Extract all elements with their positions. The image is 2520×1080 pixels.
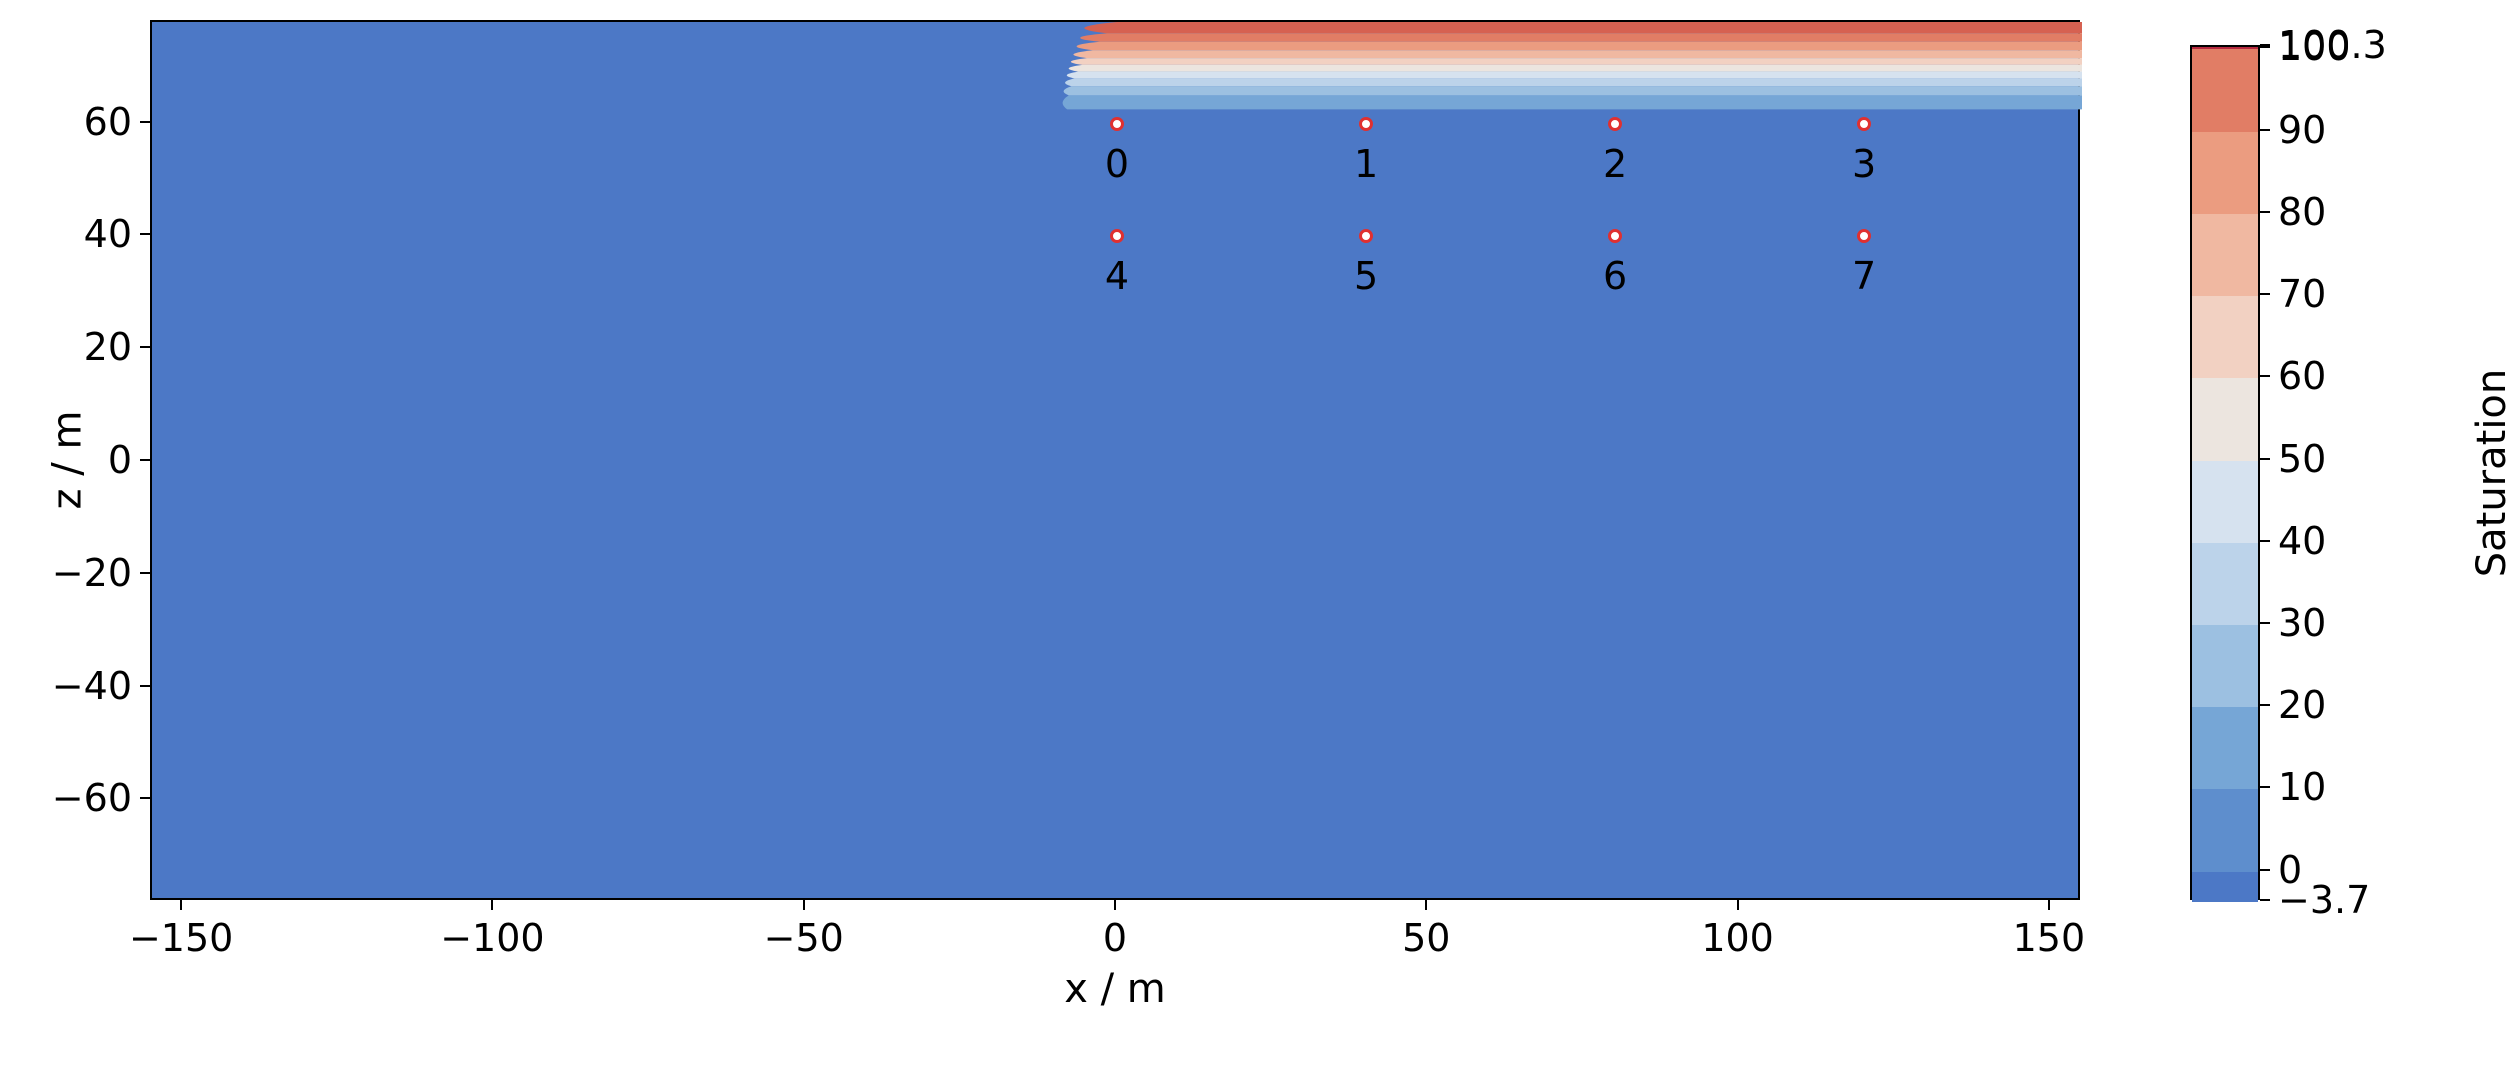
ytick-label: 60 [84, 100, 132, 144]
plume-layer-7 [1065, 78, 2082, 86]
colorbar-segment-5 [2192, 461, 2258, 543]
ytick-mark [140, 459, 150, 461]
sensor-marker-4 [1110, 229, 1124, 243]
sensor-label-4: 4 [1105, 254, 1129, 298]
colorbar-tick-mark [2260, 869, 2270, 871]
xtick-mark [1114, 900, 1116, 910]
plume-layer-4 [1071, 58, 2082, 65]
colorbar-segment-3 [2192, 625, 2258, 707]
ytick-label: −20 [52, 551, 132, 595]
colorbar-segment-9 [2192, 132, 2258, 214]
colorbar-tick-mark [2260, 46, 2270, 48]
plume-layer-9 [1063, 95, 2082, 109]
sensor-label-2: 2 [1603, 142, 1627, 186]
colorbar-segment-7 [2192, 296, 2258, 378]
colorbar-tick-mark [2260, 375, 2270, 377]
colorbar-segment-11 [2192, 47, 2258, 49]
colorbar-tick-mark [2260, 899, 2270, 901]
colorbar-segment-10 [2192, 49, 2258, 131]
sensor-marker-1 [1359, 117, 1373, 131]
colorbar-segment-1 [2192, 789, 2258, 871]
ytick-mark [140, 121, 150, 123]
colorbar-tick-label: 20 [2278, 683, 2326, 727]
ytick-mark [140, 797, 150, 799]
ytick-mark [140, 233, 150, 235]
colorbar-tick-mark [2260, 786, 2270, 788]
ytick-label: 20 [84, 325, 132, 369]
xtick-label: −150 [129, 916, 233, 960]
colorbar-tick-mark [2260, 540, 2270, 542]
colorbar-tick-mark [2260, 704, 2270, 706]
plume-layer-6 [1067, 72, 2082, 79]
colorbar-tick-label: 0 [2278, 848, 2302, 892]
colorbar-segment-6 [2192, 378, 2258, 460]
sensor-label-0: 0 [1105, 142, 1129, 186]
colorbar-tick-mark [2260, 622, 2270, 624]
sensor-marker-3 [1857, 117, 1871, 131]
colorbar-tick-label: 80 [2278, 190, 2326, 234]
plume-layer-0 [1084, 22, 2082, 33]
colorbar-tick-mark [2260, 293, 2270, 295]
xtick-mark [491, 900, 493, 910]
plume-layer-3 [1073, 50, 2082, 58]
xtick-label: 0 [1103, 916, 1127, 960]
sensor-label-7: 7 [1852, 254, 1876, 298]
xtick-label: 100 [1701, 916, 1774, 960]
colorbar-tick-mark [2260, 211, 2270, 213]
xtick-mark [180, 900, 182, 910]
y-axis-label: z / m [44, 411, 90, 510]
xtick-mark [1425, 900, 1427, 910]
xtick-mark [803, 900, 805, 910]
plot-area: 0 1 2 3 4 5 6 7 [150, 20, 2080, 900]
plume-layer-1 [1080, 33, 2082, 41]
ytick-mark [140, 572, 150, 574]
colorbar-tick-mark [2260, 458, 2270, 460]
colorbar-tick-mark [2260, 129, 2270, 131]
xtick-label: 50 [1402, 916, 1450, 960]
xtick-label: 150 [2013, 916, 2086, 960]
sensor-marker-0 [1110, 117, 1124, 131]
sensor-marker-5 [1359, 229, 1373, 243]
colorbar-tick-label: 40 [2278, 519, 2326, 563]
colorbar-title: Saturation / % [2469, 368, 2520, 577]
plume-layer-5 [1069, 65, 2082, 72]
colorbar-segment-8 [2192, 214, 2258, 296]
ytick-label: 0 [108, 438, 132, 482]
sensor-marker-7 [1857, 229, 1871, 243]
ytick-mark [140, 685, 150, 687]
x-axis-label: x / m [1064, 966, 1166, 1012]
xtick-label: −100 [440, 916, 544, 960]
sensor-label-1: 1 [1354, 142, 1378, 186]
colorbar-tick-label: 50 [2278, 437, 2326, 481]
colorbar-segment-2 [2192, 707, 2258, 789]
sensor-marker-6 [1608, 229, 1622, 243]
colorbar-tick-label: 30 [2278, 601, 2326, 645]
ytick-mark [140, 346, 150, 348]
xtick-mark [2048, 900, 2050, 910]
xtick-label: −50 [764, 916, 844, 960]
sensor-label-5: 5 [1354, 254, 1378, 298]
saturation-figure: 0 1 2 3 4 5 6 7 x / m z / m Saturation / % [0, 0, 2520, 1080]
colorbar-tick-label: 60 [2278, 354, 2326, 398]
colorbar-tick-label: 70 [2278, 272, 2326, 316]
colorbar-segment-0 [2192, 872, 2258, 902]
colorbar-tick-mark [2260, 44, 2270, 46]
ytick-label: 40 [84, 212, 132, 256]
xtick-mark [1737, 900, 1739, 910]
colorbar-tick-label: 10 [2278, 765, 2326, 809]
ytick-label: −60 [52, 776, 132, 820]
sensor-marker-2 [1608, 117, 1622, 131]
colorbar [2190, 45, 2260, 900]
ytick-label: −40 [52, 664, 132, 708]
colorbar-tick-label: 100.3 [2278, 23, 2387, 67]
sensor-label-6: 6 [1603, 254, 1627, 298]
colorbar-tick-label: 90 [2278, 108, 2326, 152]
sensor-label-3: 3 [1852, 142, 1876, 186]
colorbar-segment-4 [2192, 543, 2258, 625]
plume-layer-8 [1064, 86, 2082, 95]
plume-layer-2 [1077, 42, 2082, 50]
